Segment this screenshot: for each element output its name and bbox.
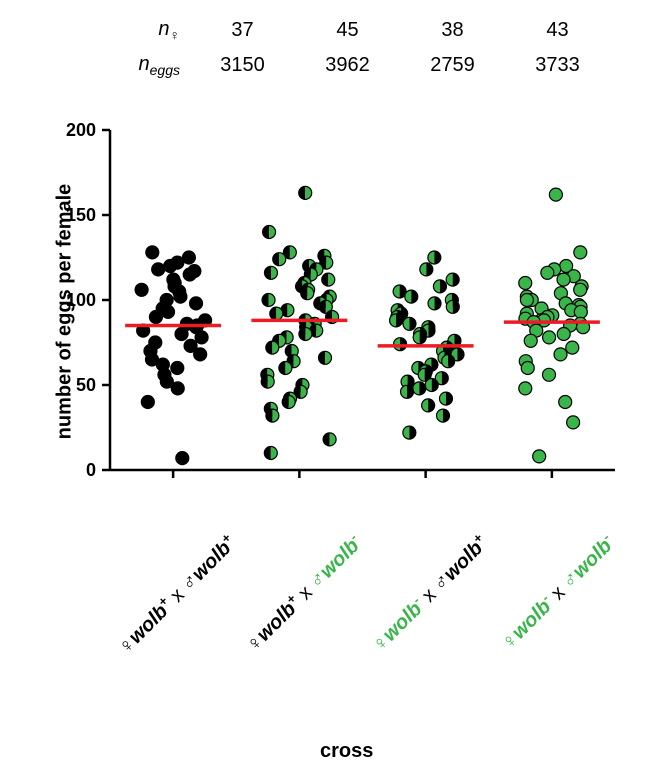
data-point	[403, 426, 416, 439]
data-point	[263, 226, 276, 239]
x-axis-labels: ♀wolb+ x ♂wolb+♀wolb+ x ♂wolb-♀wolb- x ♂…	[140, 530, 640, 750]
data-point	[439, 392, 452, 405]
data-point	[566, 341, 579, 354]
data-point	[261, 375, 274, 388]
data-point	[319, 351, 332, 364]
data-point	[557, 328, 570, 341]
data-point	[279, 362, 292, 375]
data-point	[171, 362, 184, 375]
data-point	[135, 283, 148, 296]
data-point	[176, 452, 189, 465]
data-point	[554, 348, 567, 361]
data-point	[413, 382, 426, 395]
data-point	[420, 263, 433, 276]
data-point	[141, 396, 154, 409]
data-point	[262, 294, 275, 307]
header-label: neggs	[139, 53, 190, 78]
x-tick-label: ♀wolb+ x ♂wolb+	[112, 530, 241, 659]
data-point	[446, 300, 459, 313]
data-point	[299, 186, 312, 199]
data-point	[171, 382, 184, 395]
data-point	[175, 328, 188, 341]
data-point	[533, 450, 546, 463]
header-value: 2759	[430, 54, 475, 77]
header-value: 3733	[535, 54, 580, 77]
header-table: n♀ 37 45 38 43 neggs 3150 3962 2759 3733	[90, 18, 610, 88]
data-point	[425, 379, 438, 392]
x-tick-label: ♀wolb- x ♂wolb-	[495, 530, 620, 655]
data-point	[405, 290, 418, 303]
data-point	[190, 297, 203, 310]
data-point	[174, 290, 187, 303]
data-point	[574, 283, 587, 296]
figure: n♀37453843neggs3150396227593733 05010015…	[0, 0, 647, 780]
data-point	[559, 396, 572, 409]
data-point	[543, 331, 556, 344]
data-point	[413, 331, 426, 344]
data-point	[521, 362, 534, 375]
data-point	[442, 355, 455, 368]
svg-text:0: 0	[86, 460, 96, 480]
data-point	[520, 294, 533, 307]
data-point	[273, 253, 286, 266]
data-point	[266, 409, 279, 422]
data-point	[541, 266, 554, 279]
data-point	[393, 285, 406, 298]
data-point	[264, 266, 277, 279]
data-point	[401, 385, 414, 398]
data-point	[149, 311, 162, 324]
data-point	[433, 280, 446, 293]
x-tick-label: ♀wolb- x ♂wolb+	[367, 530, 494, 657]
data-point	[422, 399, 435, 412]
data-point	[183, 268, 196, 281]
data-point	[567, 416, 580, 429]
data-point	[194, 348, 207, 361]
data-point	[299, 328, 312, 341]
data-point	[390, 314, 403, 327]
header-value: 3962	[325, 54, 370, 77]
data-point	[549, 188, 562, 201]
data-point	[146, 246, 159, 259]
header-value: 45	[336, 19, 358, 42]
header-value: 38	[441, 19, 463, 42]
data-point	[323, 433, 336, 446]
data-point	[574, 246, 587, 259]
data-point	[428, 297, 441, 310]
header-row: n♀ 37 45 38 43	[90, 18, 610, 43]
data-point	[301, 287, 314, 300]
data-point	[428, 251, 441, 264]
data-point	[164, 260, 177, 273]
data-point	[542, 368, 555, 381]
data-point	[162, 305, 175, 318]
y-axis-title: number of eggs per female	[54, 132, 77, 492]
data-point	[270, 307, 283, 320]
header-value: 43	[546, 19, 568, 42]
data-point	[266, 341, 279, 354]
x-axis-title: cross	[320, 740, 373, 763]
data-point	[264, 447, 277, 460]
scatter-chart: 050100150200	[30, 120, 625, 500]
header-label: n♀	[158, 18, 190, 43]
x-tick-label: ♀wolb+ x ♂wolb-	[240, 530, 367, 657]
data-point	[557, 273, 570, 286]
data-point	[437, 409, 450, 422]
data-point	[282, 396, 295, 409]
data-point	[574, 305, 587, 318]
header-value: 3150	[220, 54, 265, 77]
data-point	[519, 382, 532, 395]
data-point	[322, 273, 335, 286]
data-point	[403, 317, 416, 330]
data-point	[524, 334, 537, 347]
data-point	[519, 277, 532, 290]
svg-text:50: 50	[76, 375, 96, 395]
data-point	[446, 273, 459, 286]
data-point	[195, 331, 208, 344]
header-value: 37	[231, 19, 253, 42]
header-row: neggs 3150 3962 2759 3733	[90, 53, 610, 78]
data-point	[152, 263, 165, 276]
